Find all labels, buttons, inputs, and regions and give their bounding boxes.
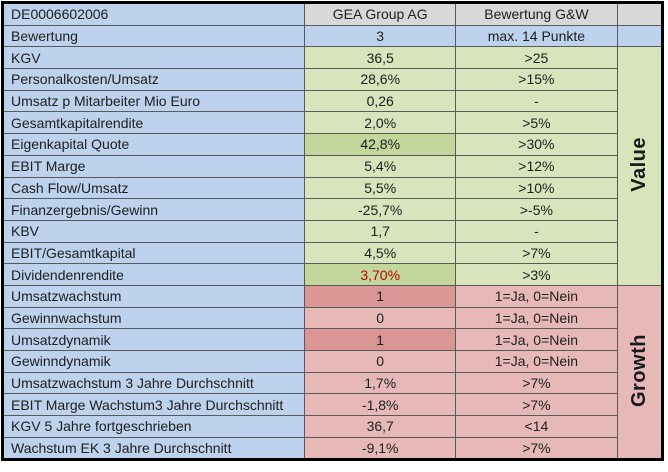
table-row: Umsatz p Mitarbeiter Mio Euro 0,26 - <box>1 89 663 113</box>
row-label-cell[interactable]: Gewinnwachstum <box>1 306 306 330</box>
row-label-cell[interactable]: KGV <box>1 46 306 70</box>
row-label-cell[interactable]: Umsatzdynamik <box>1 328 306 351</box>
gw-cell[interactable]: >7% <box>455 436 618 461</box>
gw-cell[interactable]: <14 <box>455 415 618 438</box>
value-cell[interactable]: 5,5% <box>304 176 457 200</box>
value-cell[interactable]: 1,7 <box>304 219 457 243</box>
gw-cell[interactable]: - <box>455 89 618 113</box>
row-label-cell[interactable]: Personalkosten/Umsatz <box>1 68 306 91</box>
row-label-cell[interactable]: Umsatzwachstum <box>1 284 306 308</box>
table-row: Bewertung 3 max. 14 Punkte <box>1 24 664 48</box>
table-row: Umsatzwachstum 1 1=Ja, 0=Nein Growth <box>1 284 664 461</box>
stock-analysis-table: DE0006602006 GEA Group AG Bewertung G&W … <box>1 1 664 462</box>
gw-cell[interactable]: - <box>455 219 618 243</box>
table-row: Cash Flow/Umsatz 5,5% >10% <box>1 176 663 200</box>
row-label-cell[interactable]: Umsatz p Mitarbeiter Mio Euro <box>1 89 306 113</box>
table-row: Wachstum EK 3 Jahre Durchschnitt -9,1% >… <box>1 436 663 461</box>
table-row: EBIT/Gesamtkapital 4,5% >7% <box>1 241 663 265</box>
gw-cell[interactable]: >7% <box>455 371 618 395</box>
table-header-row: DE0006602006 GEA Group AG Bewertung G&W <box>1 2 664 26</box>
gw-cell[interactable]: >7% <box>455 241 618 265</box>
table-row: Gewinndynamik 0 1=Ja, 0=Nein <box>1 350 663 373</box>
value-cell[interactable]: 28,6% <box>304 68 457 91</box>
isin-cell[interactable]: DE0006602006 <box>1 2 306 26</box>
table-row: Umsatzwachstum 3 Jahre Durchschnitt 1,7%… <box>1 371 663 395</box>
row-label-cell[interactable]: Finanzergebnis/Gewinn <box>1 198 306 221</box>
value-cell[interactable]: 42,8% <box>304 133 457 156</box>
gw-cell[interactable]: 1=Ja, 0=Nein <box>455 284 618 308</box>
row-label-cell[interactable]: EBIT Marge <box>1 154 306 178</box>
gw-cell[interactable]: >25 <box>455 46 618 70</box>
row-label-cell[interactable]: KBV <box>1 219 306 243</box>
row-label-cell[interactable]: Bewertung <box>1 24 306 48</box>
table-row: Eigenkapital Quote 42,8% >30% <box>1 133 663 156</box>
value-cell[interactable]: 3,70% <box>304 263 457 286</box>
gw-cell[interactable]: >7% <box>455 393 618 417</box>
value-cell[interactable]: 0,26 <box>304 89 457 113</box>
table-row: KBV 1,7 - <box>1 219 663 243</box>
value-cell[interactable]: 4,5% <box>304 241 457 265</box>
table-row: Dividendenrendite 3,70% >3% <box>1 263 663 286</box>
row-label-cell[interactable]: Wachstum EK 3 Jahre Durchschnitt <box>1 436 306 461</box>
row-label-cell[interactable]: KGV 5 Jahre fortgeschrieben <box>1 415 306 438</box>
value-cell[interactable]: 1 <box>304 328 457 351</box>
growth-section-label: Growth <box>628 334 651 408</box>
criteria-header-cell[interactable]: Bewertung G&W <box>455 2 618 26</box>
value-cell[interactable]: 36,7 <box>304 415 457 438</box>
table-row: EBIT Marge Wachstum3 Jahre Durchschnitt … <box>1 393 663 417</box>
value-cell[interactable]: -1,8% <box>304 393 457 417</box>
spacer-cell[interactable] <box>616 24 664 48</box>
table-row: KGV 36,5 >25 Value <box>1 46 664 286</box>
value-cell[interactable]: 1,7% <box>304 371 457 395</box>
value-cell[interactable]: 36,5 <box>304 46 457 70</box>
row-label-cell[interactable]: Gewinndynamik <box>1 350 306 373</box>
value-cell[interactable]: -25,7% <box>304 198 457 221</box>
table-row: Gesamtkapitalrendite 2,0% >5% <box>1 111 663 135</box>
gw-cell[interactable]: >15% <box>455 68 618 91</box>
gw-cell[interactable]: >30% <box>455 133 618 156</box>
value-cell[interactable]: 1 <box>304 284 457 308</box>
gw-cell[interactable]: >10% <box>455 176 618 200</box>
table-row: Finanzergebnis/Gewinn -25,7% >-5% <box>1 198 663 221</box>
table-row: KGV 5 Jahre fortgeschrieben 36,7 <14 <box>1 415 663 438</box>
gw-cell[interactable]: >12% <box>455 154 618 178</box>
table-row: Umsatzdynamik 1 1=Ja, 0=Nein <box>1 328 663 351</box>
gw-cell[interactable]: max. 14 Punkte <box>455 24 618 48</box>
value-section-label: Value <box>628 137 651 193</box>
gw-cell[interactable]: >-5% <box>455 198 618 221</box>
row-label-cell[interactable]: Cash Flow/Umsatz <box>1 176 306 200</box>
value-cell[interactable]: 0 <box>304 306 457 330</box>
value-section-cell[interactable]: Value <box>616 46 664 286</box>
row-label-cell[interactable]: Gesamtkapitalrendite <box>1 111 306 135</box>
table-row: EBIT Marge 5,4% >12% <box>1 154 663 178</box>
table-row: Personalkosten/Umsatz 28,6% >15% <box>1 68 663 91</box>
value-cell[interactable]: 0 <box>304 350 457 373</box>
value-cell[interactable]: 3 <box>304 24 457 48</box>
value-cell[interactable]: -9,1% <box>304 436 457 461</box>
gw-cell[interactable]: >3% <box>455 263 618 286</box>
gw-cell[interactable]: 1=Ja, 0=Nein <box>455 328 618 351</box>
gw-cell[interactable]: >5% <box>455 111 618 135</box>
company-header-cell[interactable]: GEA Group AG <box>304 2 457 26</box>
table-row: Gewinnwachstum 0 1=Ja, 0=Nein <box>1 306 663 330</box>
growth-section-cell[interactable]: Growth <box>616 284 664 461</box>
row-label-cell[interactable]: EBIT Marge Wachstum3 Jahre Durchschnitt <box>1 393 306 417</box>
row-label-cell[interactable]: EBIT/Gesamtkapital <box>1 241 306 265</box>
row-label-cell[interactable]: Dividendenrendite <box>1 263 306 286</box>
corner-cell[interactable] <box>616 2 664 26</box>
gw-cell[interactable]: 1=Ja, 0=Nein <box>455 350 618 373</box>
row-label-cell[interactable]: Umsatzwachstum 3 Jahre Durchschnitt <box>1 371 306 395</box>
row-label-cell[interactable]: Eigenkapital Quote <box>1 133 306 156</box>
value-cell[interactable]: 5,4% <box>304 154 457 178</box>
value-cell[interactable]: 2,0% <box>304 111 457 135</box>
gw-cell[interactable]: 1=Ja, 0=Nein <box>455 306 618 330</box>
